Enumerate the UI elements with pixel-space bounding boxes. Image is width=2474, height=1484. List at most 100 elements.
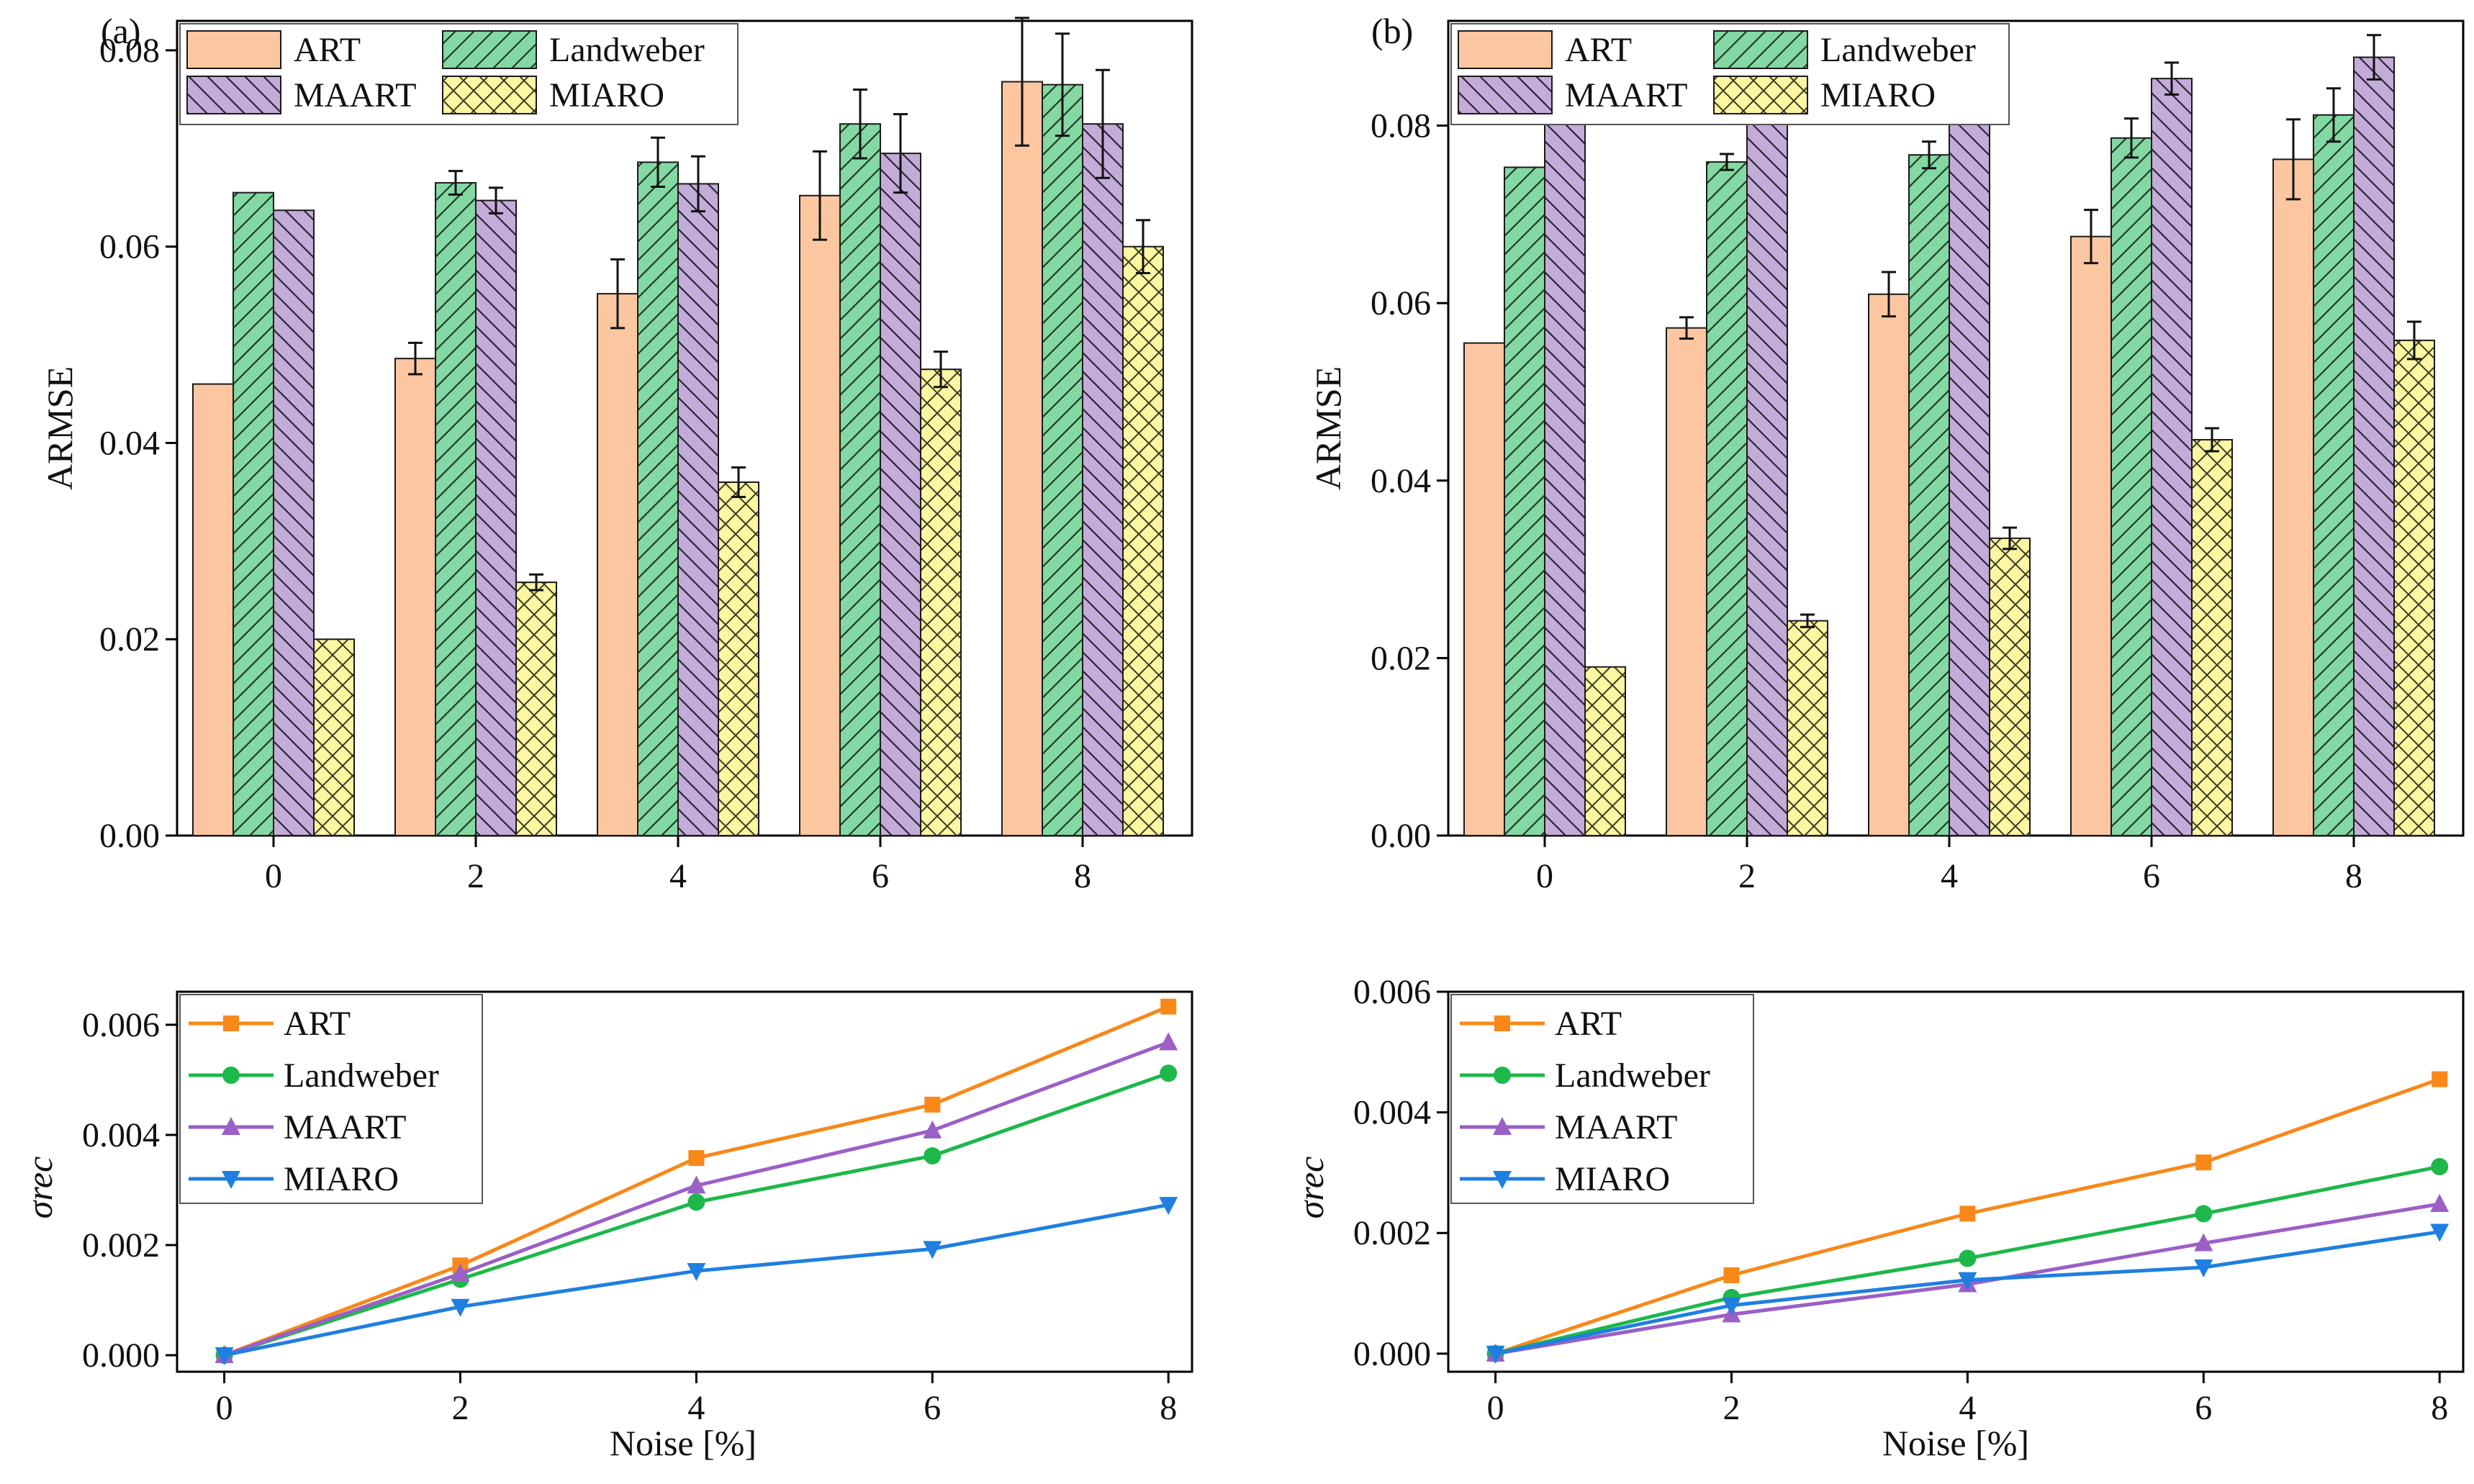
data-point-landweber (2431, 1158, 2449, 1176)
x-tick-label: 6 (924, 1389, 941, 1427)
x-tick-label: 6 (2195, 1389, 2212, 1427)
data-point-maart (2194, 1233, 2213, 1252)
bar-miaro-6 (920, 368, 962, 836)
bar-maart-4 (677, 183, 719, 836)
plot-frame (176, 990, 1193, 1373)
bar-art-2 (394, 358, 436, 836)
legend-marker-maart (222, 1117, 240, 1135)
legend-marker-landweber (222, 1067, 240, 1084)
legend-swatch-maart (1458, 76, 1553, 114)
data-point-maart (1159, 1032, 1178, 1051)
data-point-miaro (215, 1347, 234, 1366)
data-point-miaro (1159, 1197, 1178, 1216)
bar-landweber-0 (1504, 166, 1545, 836)
x-tick-label: 2 (1738, 857, 1756, 895)
bar-art-0 (1463, 342, 1505, 836)
bar-art-8 (2272, 158, 2314, 836)
bar-maart-8 (1082, 123, 1124, 836)
data-point-landweber (1959, 1249, 1977, 1267)
y-tick-label: 0.04 (99, 424, 160, 462)
legend-label-art: ART (294, 31, 361, 69)
bar-art-6 (2070, 235, 2112, 837)
legend-label-landweber: Landweber (1820, 31, 1976, 69)
bar-maart-0 (273, 209, 315, 836)
x-tick-label: 4 (1959, 1389, 1976, 1427)
x-tick-label: 0 (216, 1389, 233, 1427)
x-tick-label: 4 (669, 857, 687, 895)
legend-swatch-art (186, 30, 281, 69)
bar-miaro-8 (1122, 245, 1164, 836)
bar-landweber-6 (839, 123, 881, 836)
y-tick-label: 0.000 (1353, 1335, 1431, 1373)
bar-maart-2 (475, 199, 517, 836)
panel-label: (b) (1371, 11, 1413, 51)
bar-miaro-2 (515, 582, 557, 836)
bar-maart-6 (2151, 78, 2193, 837)
bar-chart-a: (a) ARMSE 0.00 0.02 0.04 0.06 0.08 0 2 4 6 8 ART L… (40, 11, 1193, 895)
legend-label-maart: MAART (1555, 1108, 1677, 1146)
x-tick-label: 2 (1723, 1389, 1740, 1427)
bar-art-4 (1868, 293, 1910, 836)
legend-swatch-miaro (1713, 76, 1808, 114)
bar-miaro-4 (718, 481, 759, 836)
bar-maart-0 (1544, 99, 1586, 836)
bar-maart-6 (880, 153, 921, 836)
x-tick-label: 2 (467, 857, 484, 895)
legend-marker-miaro (1493, 1171, 1512, 1189)
x-axis-title: Noise [%] (1882, 1423, 2029, 1463)
data-point-maart (687, 1175, 706, 1194)
bar-landweber-8 (1042, 83, 1083, 836)
legend-swatch-landweber (442, 30, 537, 69)
y-tick-label: 0.00 (1371, 817, 1431, 855)
bar-miaro-2 (1787, 620, 1828, 836)
x-tick-label: 0 (265, 857, 282, 895)
data-point-art (688, 1150, 705, 1167)
data-point-landweber (2195, 1205, 2213, 1223)
legend-marker-miaro (222, 1171, 240, 1189)
data-point-art (1959, 1205, 1976, 1222)
y-tick-label: 0.000 (82, 1336, 160, 1375)
legend-label-maart: MAART (294, 76, 416, 114)
x-tick-label: 8 (1160, 1389, 1177, 1427)
y-tick-label: 0.04 (1371, 462, 1431, 500)
y-tick-label: 0.002 (1353, 1214, 1431, 1252)
bar-miaro-4 (1989, 537, 2031, 836)
bar-landweber-8 (2313, 114, 2355, 836)
y-tick-label: 0.06 (99, 228, 160, 266)
data-point-art (2195, 1154, 2212, 1171)
y-axis-title: σrec (19, 1157, 60, 1219)
bar-landweber-2 (435, 182, 477, 837)
data-point-art (2432, 1071, 2448, 1087)
data-point-landweber (1160, 1064, 1178, 1082)
data-point-miaro (687, 1262, 706, 1281)
legend-swatch-landweber (1713, 30, 1808, 69)
bar-landweber-0 (232, 191, 274, 837)
legend-label-landweber: Landweber (1555, 1057, 1710, 1095)
bar-maart-4 (1949, 90, 1990, 836)
bar-art-6 (799, 194, 841, 837)
data-point-miaro (1958, 1272, 1977, 1290)
x-tick-label: 6 (872, 857, 889, 895)
panel-label: (a) (101, 11, 141, 51)
legend-marker-maart (1493, 1117, 1512, 1135)
data-point-miaro (1722, 1297, 1741, 1316)
legend-label-art: ART (284, 1005, 351, 1043)
x-tick-label: 4 (687, 1389, 705, 1427)
legend-label-miaro: MIARO (549, 76, 664, 114)
legend-marker-art (223, 1015, 239, 1031)
data-point-landweber (687, 1193, 705, 1211)
bar-maart-2 (1746, 96, 1788, 836)
data-point-art (1160, 998, 1177, 1015)
legend-swatch-miaro (442, 76, 537, 114)
data-point-miaro (451, 1298, 470, 1317)
y-tick-label: 0.02 (99, 620, 160, 659)
legend-swatch-art (1458, 30, 1553, 69)
line-chart-a: σrec Noise [%] 0.000 0.002 0.004 0.006 0 2 4 6 8… (19, 990, 1193, 1463)
legend-marker-art (1494, 1015, 1510, 1031)
data-point-maart (923, 1120, 942, 1139)
data-point-art (1723, 1267, 1740, 1283)
x-tick-label: 2 (451, 1389, 469, 1427)
legend-label-miaro: MIARO (1555, 1160, 1670, 1198)
data-point-maart (451, 1263, 470, 1282)
